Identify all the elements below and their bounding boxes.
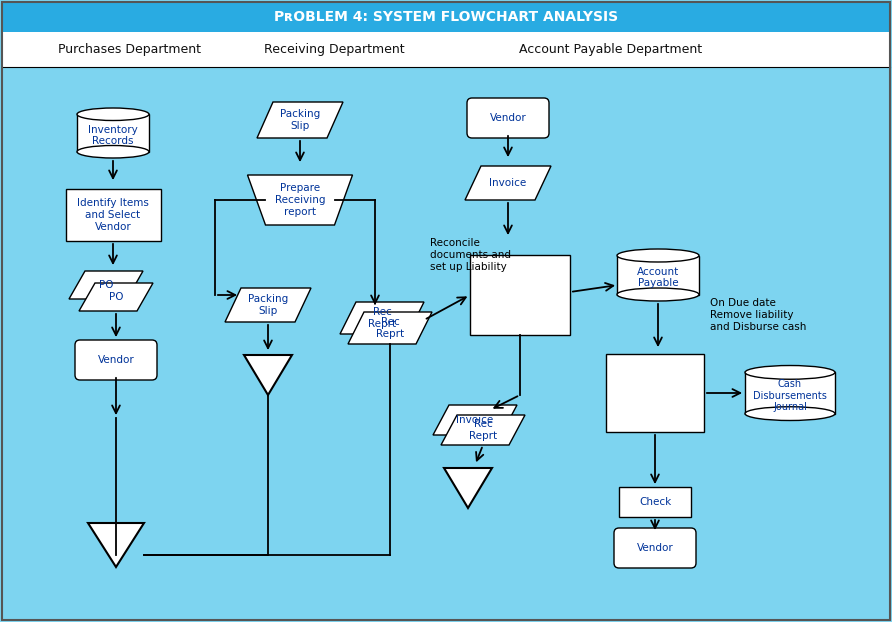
Text: Account
Payable: Account Payable — [637, 267, 679, 289]
Text: PO: PO — [99, 280, 113, 290]
Polygon shape — [348, 312, 432, 344]
Polygon shape — [441, 415, 525, 445]
Text: Rec
Reprt: Rec Reprt — [376, 317, 404, 339]
Polygon shape — [257, 102, 343, 138]
Text: Invoice: Invoice — [457, 415, 493, 425]
Text: Account Payable Department: Account Payable Department — [519, 44, 703, 57]
Text: Vendor: Vendor — [97, 355, 135, 365]
Text: Inventory
Records: Inventory Records — [88, 124, 138, 146]
Ellipse shape — [745, 407, 835, 420]
Polygon shape — [444, 468, 492, 508]
Text: Packing
Slip: Packing Slip — [280, 109, 320, 131]
Text: Packing
Slip: Packing Slip — [248, 294, 288, 316]
Polygon shape — [340, 302, 424, 334]
Text: On Due date
Remove liability
and Disburse cash: On Due date Remove liability and Disburs… — [710, 299, 806, 332]
Ellipse shape — [77, 146, 149, 158]
FancyBboxPatch shape — [75, 340, 157, 380]
Text: PO: PO — [109, 292, 123, 302]
Text: Cash
Disbursements
Journal: Cash Disbursements Journal — [753, 379, 827, 412]
Ellipse shape — [617, 288, 699, 301]
FancyBboxPatch shape — [467, 98, 549, 138]
Polygon shape — [79, 283, 153, 311]
Polygon shape — [465, 166, 551, 200]
FancyBboxPatch shape — [745, 373, 835, 414]
FancyBboxPatch shape — [606, 354, 704, 432]
Text: Vendor: Vendor — [490, 113, 526, 123]
Polygon shape — [247, 175, 352, 225]
FancyBboxPatch shape — [2, 2, 890, 32]
FancyBboxPatch shape — [77, 114, 149, 152]
Text: Identify Items
and Select
Vendor: Identify Items and Select Vendor — [77, 198, 149, 231]
Text: Prepare
Receiving
report: Prepare Receiving report — [275, 183, 326, 216]
Text: Invoice: Invoice — [490, 178, 526, 188]
Text: Vendor: Vendor — [637, 543, 673, 553]
FancyBboxPatch shape — [619, 487, 691, 517]
Text: PʀOBLEM 4: SYSTEM FLOWCHART ANALYSIS: PʀOBLEM 4: SYSTEM FLOWCHART ANALYSIS — [274, 10, 618, 24]
FancyBboxPatch shape — [617, 256, 699, 294]
Text: Rec
Reprt: Rec Reprt — [469, 419, 497, 441]
FancyBboxPatch shape — [470, 255, 570, 335]
Text: Rec
Reprt: Rec Reprt — [368, 307, 396, 329]
Polygon shape — [69, 271, 143, 299]
Polygon shape — [244, 355, 292, 395]
Polygon shape — [433, 405, 517, 435]
Text: Reconcile
documents and
set up Liability: Reconcile documents and set up Liability — [430, 238, 511, 272]
Polygon shape — [225, 288, 311, 322]
Ellipse shape — [617, 249, 699, 262]
FancyBboxPatch shape — [2, 32, 890, 67]
Ellipse shape — [77, 108, 149, 121]
Text: Check: Check — [639, 497, 671, 507]
Ellipse shape — [745, 366, 835, 379]
FancyBboxPatch shape — [2, 67, 890, 620]
Text: Purchases Department: Purchases Department — [58, 44, 201, 57]
FancyBboxPatch shape — [65, 189, 161, 241]
FancyBboxPatch shape — [614, 528, 696, 568]
Text: Receiving Department: Receiving Department — [264, 44, 405, 57]
Polygon shape — [88, 523, 144, 567]
